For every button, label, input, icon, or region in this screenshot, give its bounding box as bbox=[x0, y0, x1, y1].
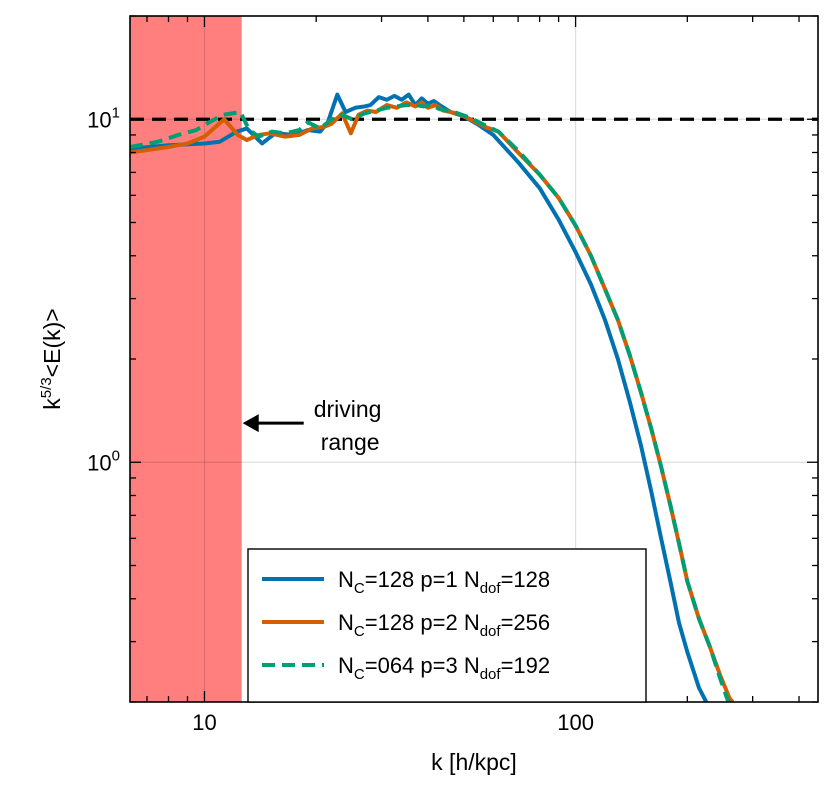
y-label-rest: <E(k)> bbox=[39, 308, 65, 377]
x-tick-label-0: 10 bbox=[192, 710, 216, 735]
y-tick-label-1: 101 bbox=[87, 104, 120, 132]
driving-range-annotation: driving range bbox=[242, 396, 382, 455]
y-tick-label-0: 100 bbox=[87, 447, 120, 475]
x-tick-label-1: 100 bbox=[557, 710, 594, 735]
driving-range-band bbox=[130, 16, 242, 702]
legend-box bbox=[247, 548, 647, 703]
x-axis-label: k [h/kpc] bbox=[431, 749, 517, 775]
legend-label-0: NC=128 p=1 Ndof=128 bbox=[338, 567, 550, 597]
legend-label-1: NC=128 p=2 Ndof=256 bbox=[338, 610, 550, 640]
legend-entry-1: NC=128 p=2 Ndof=256 bbox=[262, 610, 550, 640]
legend-entry-0: NC=128 p=1 Ndof=128 bbox=[262, 567, 550, 597]
legend-entry-2: NC=064 p=3 Ndof=192 bbox=[262, 653, 550, 683]
legend: NC=128 p=1 Ndof=128 NC=128 p=2 Ndof=256 NC… bbox=[247, 548, 647, 703]
series-line-2 bbox=[130, 103, 731, 702]
annotation-arrow-head bbox=[242, 414, 259, 433]
series-line-1 bbox=[130, 100, 735, 702]
legend-label-2: NC=064 p=3 Ndof=192 bbox=[338, 653, 550, 683]
annotation-text-line-2: range bbox=[321, 429, 380, 455]
y-label-exponent: 5/3 bbox=[38, 377, 55, 398]
y-axis-label: k5/3<E(k)> bbox=[38, 308, 65, 409]
y-label-base: k bbox=[39, 398, 65, 410]
annotation-text-line-1: driving bbox=[314, 396, 382, 422]
